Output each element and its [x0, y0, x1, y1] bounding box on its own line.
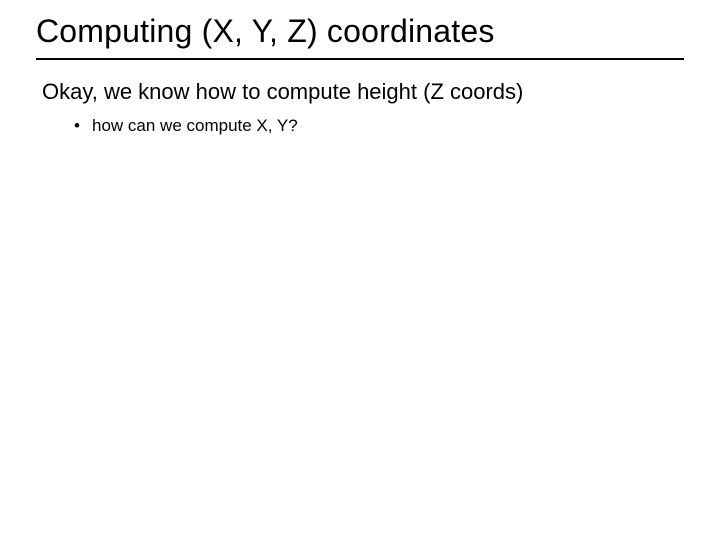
slide: Computing (X, Y, Z) coordinates Okay, we… [0, 0, 720, 540]
lead-text: Okay, we know how to compute height (Z c… [42, 78, 678, 106]
title-underline [36, 58, 684, 60]
bullet-list: how can we compute X, Y? [42, 114, 678, 138]
title-block: Computing (X, Y, Z) coordinates [36, 12, 684, 60]
slide-title: Computing (X, Y, Z) coordinates [36, 12, 684, 50]
slide-body: Okay, we know how to compute height (Z c… [42, 78, 678, 137]
list-item: how can we compute X, Y? [74, 114, 678, 138]
